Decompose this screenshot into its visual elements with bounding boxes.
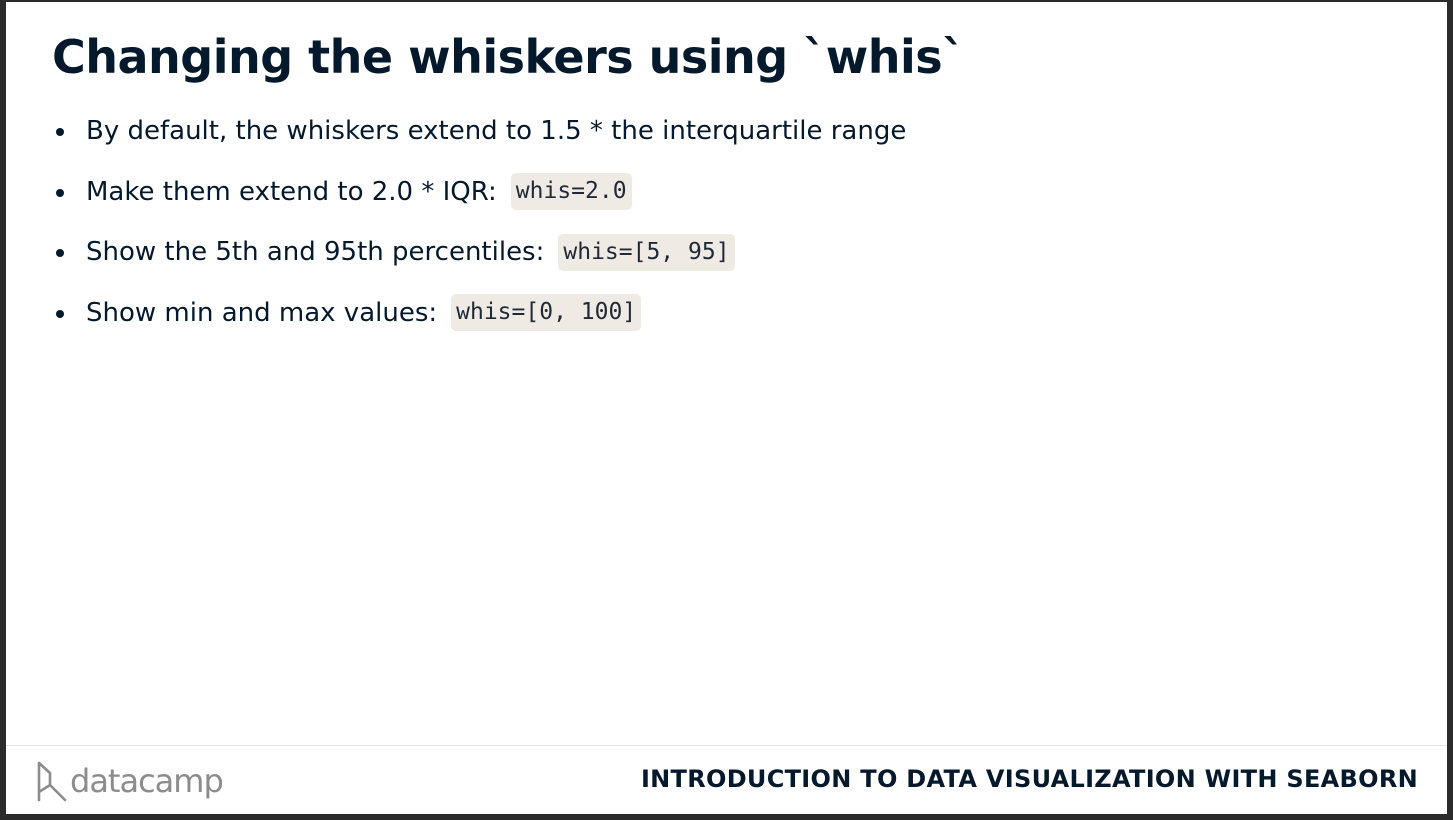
course-title: INTRODUCTION TO DATA VISUALIZATION WITH … [640,765,1418,793]
code-snippet: whis=[5, 95] [558,233,735,271]
bullet-text: Show the 5th and 95th percentiles: [86,237,545,267]
bullet-text: Show min and max values: [86,297,438,328]
bullet-dot-icon [56,249,64,257]
bullet-item: Show the 5th and 95th percentiles: whis=… [52,229,906,275]
bullet-dot-icon [56,128,64,136]
bullet-item: By default, the whiskers extend to 1.5 *… [52,108,906,154]
slide-title: Changing the whiskers using `whis` [52,30,965,84]
bullet-text: Make them extend to 2.0 * IQR: [86,176,497,207]
logo-wordmark: datacamp [70,762,224,800]
bullet-dot-icon [56,309,64,318]
bullet-dot-icon [56,188,64,197]
bullet-list: By default, the whiskers extend to 1.5 *… [52,108,906,350]
bullet-text: By default, the whiskers extend to 1.5 *… [86,116,907,146]
code-snippet: whis=2.0 [510,173,632,210]
bullet-item: Show min and max values: whis=[0, 100] [52,290,906,336]
datacamp-logo: datacamp [36,758,224,804]
footer-divider [6,745,1447,746]
datacamp-logo-icon [37,761,67,802]
slide: Changing the whiskers using `whis` By de… [6,2,1447,814]
code-snippet: whis=[0, 100] [451,294,642,331]
bullet-item: Make them extend to 2.0 * IQR: whis=2.0 [52,169,906,215]
